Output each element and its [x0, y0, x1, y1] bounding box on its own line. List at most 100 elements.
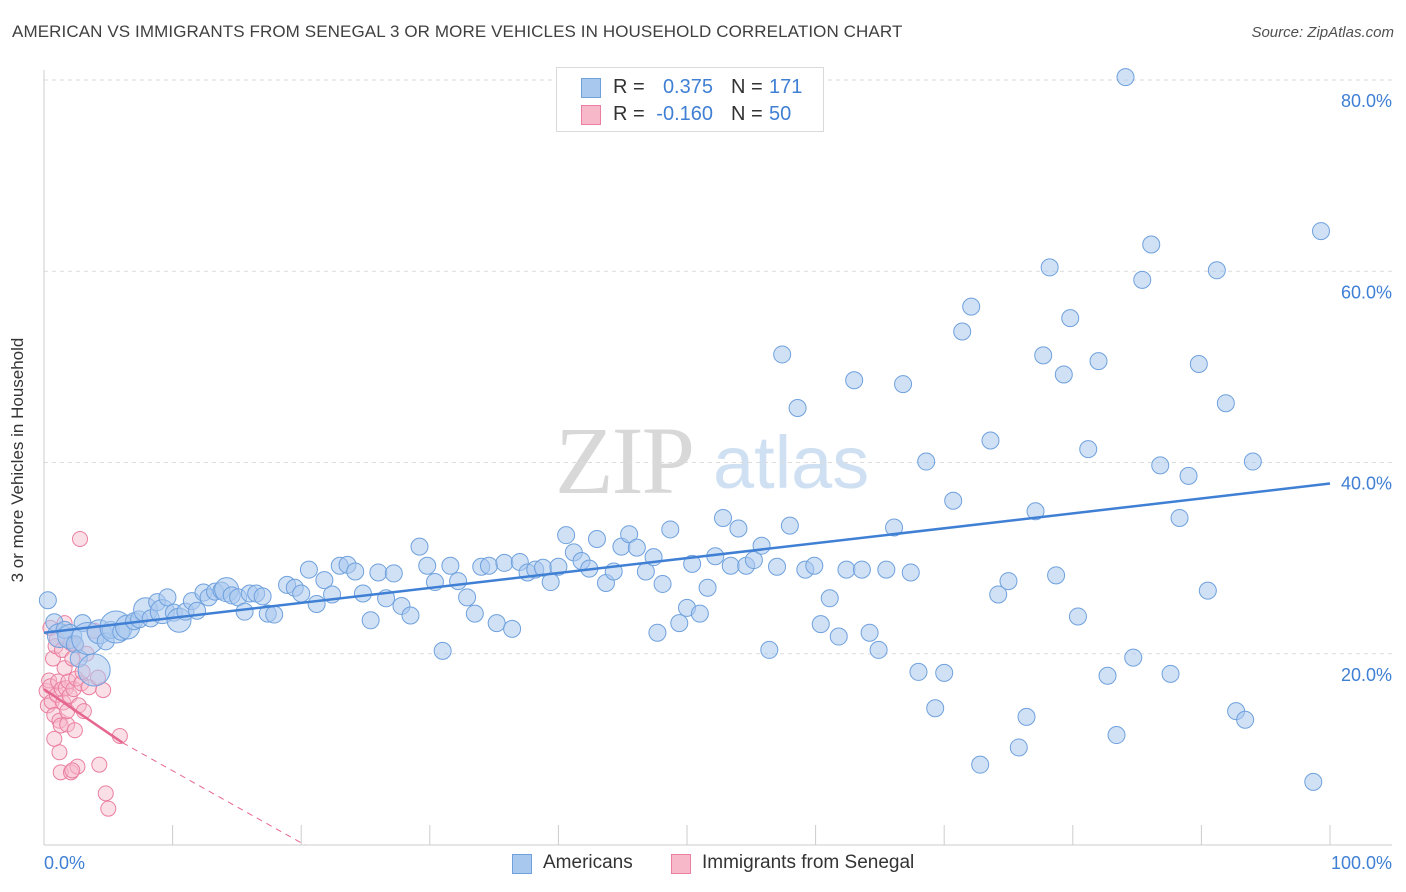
senegal-point	[97, 785, 114, 802]
american-point	[901, 563, 920, 582]
american-point	[346, 562, 365, 581]
american-point	[1124, 648, 1143, 667]
american-point	[1198, 581, 1217, 600]
american-point	[837, 560, 856, 579]
american-point	[449, 572, 468, 591]
american-point	[38, 591, 57, 610]
american-point	[1133, 270, 1152, 289]
american-point	[307, 595, 326, 614]
american-point	[1079, 440, 1098, 459]
tick-labels: 20.0% 40.0% 60.0% 80.0% 0.0% 100.0%	[44, 91, 1392, 873]
american-point	[458, 588, 477, 607]
american-point	[981, 431, 1000, 450]
senegal-point	[66, 722, 83, 739]
senegal-trend-extension	[122, 742, 306, 846]
american-point	[885, 518, 904, 537]
american-point	[760, 640, 779, 659]
american-point	[752, 536, 771, 555]
senegal-trend-line	[43, 688, 124, 744]
senegal-point	[51, 744, 68, 761]
american-point	[683, 554, 702, 573]
legend-r-value-senegal: -0.160	[656, 103, 713, 125]
legend-row-senegal: R = -0.160 N = 50	[557, 101, 823, 129]
american-point	[503, 619, 522, 638]
american-point	[541, 573, 560, 592]
american-point	[780, 516, 799, 535]
y-tick-label: 40.0%	[1341, 474, 1392, 494]
senegal-point	[91, 756, 108, 773]
american-point	[384, 564, 403, 583]
american-point	[495, 553, 514, 572]
american-point	[714, 508, 733, 527]
american-point	[77, 653, 111, 687]
american-point	[1009, 738, 1028, 757]
american-point	[620, 525, 639, 544]
american-point	[989, 585, 1008, 604]
correlation-legend: R = 0.375 N = 171 R = -0.160 N = 50	[556, 67, 824, 132]
american-point	[909, 662, 928, 681]
american-point	[773, 345, 792, 364]
legend-r-label: R =	[613, 76, 645, 98]
american-point	[1170, 508, 1189, 527]
x-tick-label: 0.0%	[44, 853, 85, 873]
american-point	[648, 623, 667, 642]
senegal-point	[64, 762, 81, 779]
chart-source: Source: ZipAtlas.com	[1251, 24, 1394, 41]
american-point	[953, 322, 972, 341]
american-point	[1068, 607, 1087, 626]
bottom-legend-label-senegal: Immigrants from Senegal	[702, 852, 915, 873]
american-point	[1161, 664, 1180, 683]
american-point	[1040, 258, 1059, 277]
bottom-legend-label-americans: Americans	[543, 852, 633, 873]
american-point	[549, 557, 568, 576]
chart-title: AMERICAN VS IMMIGRANTS FROM SENEGAL 3 OR…	[12, 22, 903, 41]
trend-lines	[43, 482, 1331, 846]
american-point	[1034, 346, 1053, 365]
bottom-legend-swatch-senegal	[671, 854, 691, 874]
american-point	[235, 602, 254, 621]
american-point	[1304, 772, 1323, 791]
american-point	[1098, 666, 1117, 685]
american-point	[944, 491, 963, 510]
american-point	[361, 611, 380, 630]
american-point	[353, 584, 372, 603]
american-point	[627, 538, 646, 557]
american-point	[721, 556, 740, 575]
american-point	[1151, 456, 1170, 475]
american-point	[661, 520, 680, 539]
grid-lines	[44, 79, 1392, 655]
american-point	[1142, 235, 1161, 254]
american-point	[557, 526, 576, 545]
x-tick-label: 100.0%	[1331, 853, 1392, 873]
american-point	[670, 614, 689, 633]
american-point	[926, 699, 945, 718]
american-point	[829, 627, 848, 646]
american-point	[877, 560, 896, 579]
american-point	[860, 623, 879, 642]
y-tick-label: 20.0%	[1341, 665, 1392, 685]
american-point	[869, 640, 888, 659]
american-point	[1017, 707, 1036, 726]
american-point	[1207, 261, 1226, 280]
american-point	[935, 663, 954, 682]
american-point	[410, 537, 429, 556]
legend-swatch-americans	[581, 78, 601, 98]
american-point	[299, 560, 318, 579]
legend-swatch-senegal	[581, 105, 601, 125]
american-point	[1243, 452, 1262, 471]
american-point	[158, 588, 177, 607]
american-point	[1116, 68, 1135, 87]
legend-n-value-senegal: 50	[769, 103, 792, 125]
american-point	[315, 571, 334, 590]
american-point	[690, 604, 709, 623]
american-point	[729, 519, 748, 538]
american-point	[698, 578, 717, 597]
american-point	[788, 398, 807, 417]
american-point	[1189, 355, 1208, 374]
american-point	[418, 556, 437, 575]
american-point	[962, 297, 981, 316]
american-point	[1311, 222, 1330, 241]
american-point	[265, 605, 284, 624]
american-point	[487, 614, 506, 633]
